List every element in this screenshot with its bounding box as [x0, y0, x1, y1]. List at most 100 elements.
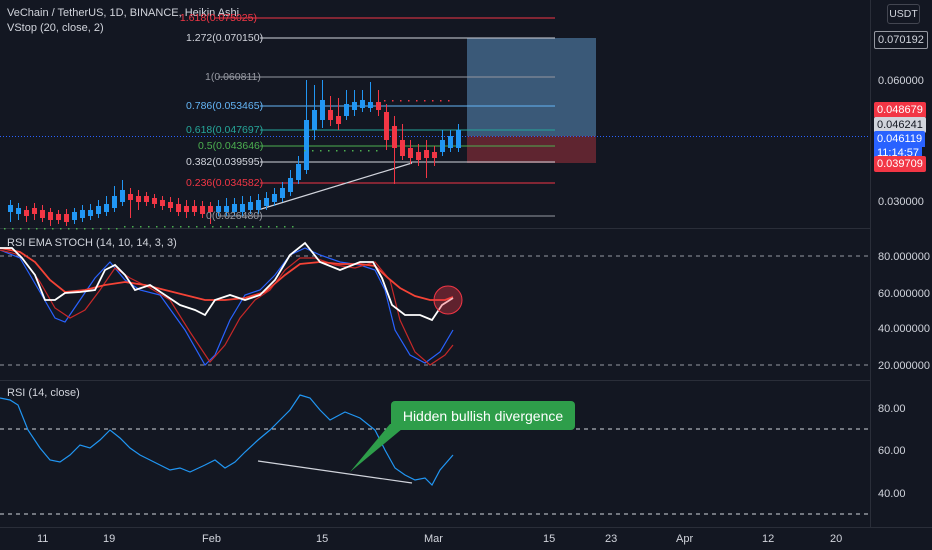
vstop-dot — [384, 100, 386, 102]
rsi-axis-label: 40.00 — [878, 488, 906, 500]
candle-body — [160, 200, 165, 206]
vstop-dot — [352, 150, 354, 152]
candle-body — [40, 210, 45, 218]
vstop-dot — [292, 226, 294, 228]
rsi-line — [0, 394, 454, 486]
time-axis-label: 19 — [103, 533, 116, 545]
candle-body — [232, 204, 237, 212]
vstop-dot — [100, 228, 102, 230]
time-axis-label: 15 — [316, 533, 329, 545]
vstop-dot — [68, 228, 70, 230]
candle-body — [312, 110, 317, 130]
vstop-dot — [12, 228, 14, 230]
vstop-dot — [108, 228, 110, 230]
stoch-legend[interactable]: RSI EMA STOCH (14, 10, 14, 3, 3) — [7, 237, 177, 249]
candle-body — [256, 200, 261, 210]
vstop-dot — [124, 226, 126, 228]
vstop-dot — [4, 228, 6, 230]
fib-label-0618: 0.618(0.047697) — [186, 124, 264, 136]
vstop-legend[interactable]: VStop (20, close, 2) — [7, 22, 104, 34]
time-axis-label: Feb — [202, 533, 221, 545]
fib-label-0786: 0.786(0.053465) — [186, 100, 264, 112]
candle-body — [200, 206, 205, 214]
vstop-dot — [448, 100, 450, 102]
candle-body — [440, 140, 445, 152]
long-position-profit-zone — [467, 38, 596, 136]
vstop-dot — [424, 100, 426, 102]
stoch-ema-line — [0, 247, 454, 301]
time-axis-label: Apr — [676, 533, 694, 545]
vstop-dot — [368, 150, 370, 152]
vstop-dot — [408, 100, 410, 102]
hidden-bullish-divergence-callout[interactable]: Hidden bullish divergence — [391, 401, 575, 430]
candle-body — [376, 102, 381, 110]
long-position-loss-zone — [467, 136, 596, 163]
price-tag-red: 0.048679 — [874, 102, 926, 118]
candle-body — [408, 148, 413, 158]
vstop-dot — [148, 226, 150, 228]
candle-body — [240, 204, 245, 212]
vstop-dot — [304, 150, 306, 152]
vstop-dot — [220, 226, 222, 228]
candle-body — [304, 120, 309, 170]
candle-body — [360, 100, 365, 108]
vstop-dot — [60, 228, 62, 230]
stoch-axis-label: 60.000000 — [878, 288, 930, 300]
vstop-dot — [76, 228, 78, 230]
candle-body — [264, 198, 269, 206]
symbol-legend[interactable]: VeChain / TetherUS, 1D, BINANCE, Heikin … — [7, 7, 240, 19]
candle-body — [320, 100, 325, 120]
vstop-dots — [4, 100, 450, 230]
candle-body — [32, 208, 37, 214]
heikin-ashi-candles — [8, 80, 461, 226]
time-axis-label: Mar — [424, 533, 443, 545]
vstop-dot — [376, 150, 378, 152]
candle-body — [336, 116, 341, 124]
candle-body — [72, 212, 77, 220]
rsi-legend[interactable]: RSI (14, close) — [7, 387, 80, 399]
time-axis-label: 15 — [543, 533, 556, 545]
candle-body — [80, 210, 85, 218]
candle-body — [96, 206, 101, 214]
vstop-dot — [244, 226, 246, 228]
fib-label-1618: 1.618(0.075025) — [179, 12, 257, 24]
price-tag-current: 0.046119 — [874, 131, 926, 147]
candle-body — [64, 214, 69, 222]
candle-body — [184, 206, 189, 212]
candle-body — [272, 194, 277, 202]
fib-label-1272: 1.272(0.070150) — [186, 32, 264, 44]
vstop-dot — [84, 228, 86, 230]
rsi-axis-label: 60.00 — [878, 445, 906, 457]
price-tag-stop: 0.039709 — [874, 156, 926, 172]
candle-body — [248, 202, 253, 210]
candle-body — [296, 164, 301, 180]
candle-body — [120, 190, 125, 202]
vstop-dot — [180, 226, 182, 228]
stoch-white-line — [0, 241, 454, 322]
fib-label-0236: 0.236(0.034582) — [186, 177, 264, 189]
candle-body — [424, 150, 429, 158]
candle-body — [144, 196, 149, 202]
fib-retracement-lines — [215, 17, 555, 217]
candle-body — [48, 212, 53, 220]
vstop-dot — [328, 150, 330, 152]
vstop-dot — [260, 226, 262, 228]
vstop-dot — [156, 226, 158, 228]
vstop-dot — [164, 226, 166, 228]
candle-body — [168, 202, 173, 208]
candle-body — [8, 205, 13, 212]
vstop-dot — [252, 226, 254, 228]
candle-body — [16, 208, 21, 214]
candle-body — [344, 104, 349, 116]
vstop-dot — [20, 228, 22, 230]
price-trend-line — [257, 162, 413, 211]
vstop-dot — [276, 226, 278, 228]
candle-body — [24, 210, 29, 216]
vstop-dot — [400, 100, 402, 102]
candle-body — [416, 152, 421, 160]
time-axis-label: 20 — [830, 533, 843, 545]
currency-button[interactable]: USDT — [887, 4, 920, 24]
vstop-dot — [132, 226, 134, 228]
callout-pointer — [350, 424, 408, 472]
